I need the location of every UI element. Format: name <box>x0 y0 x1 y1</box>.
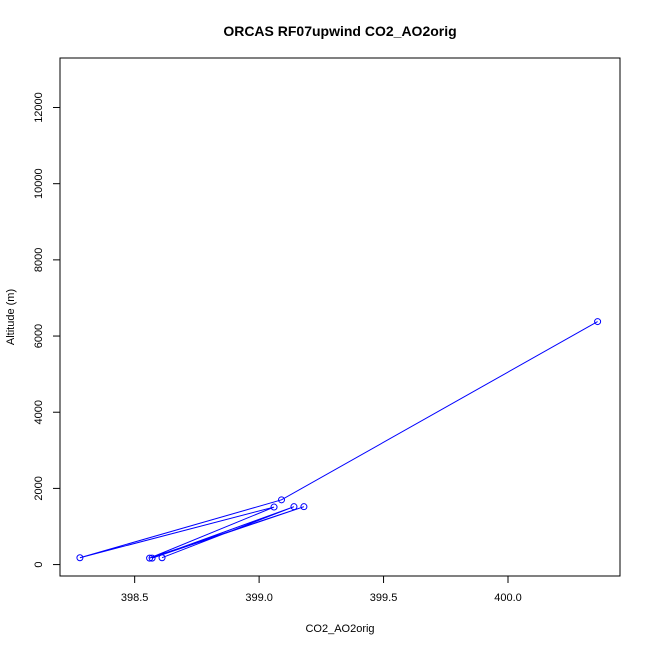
x-tick-label: 399.0 <box>245 592 273 604</box>
y-tick-label: 6000 <box>33 324 45 348</box>
data-point <box>594 318 602 326</box>
data-point <box>76 554 84 562</box>
series-line <box>79 321 598 559</box>
x-tick-label: 398.5 <box>121 592 149 604</box>
y-tick-label: 8000 <box>33 248 45 272</box>
series-layer <box>76 318 602 562</box>
data-point <box>270 503 278 511</box>
data-point <box>290 503 298 511</box>
y-tick-label: 12000 <box>33 92 45 123</box>
data-point <box>300 503 308 511</box>
data-point <box>278 496 286 504</box>
data-point <box>148 554 156 562</box>
y-tick-label: 2000 <box>33 476 45 500</box>
data-point <box>146 554 154 562</box>
y-tick-label: 0 <box>33 562 45 568</box>
x-tick-label: 400.0 <box>494 592 522 604</box>
x-axis: 398.5 399.0 399.5 400.0 <box>121 575 522 604</box>
y-tick-label: 10000 <box>33 168 45 199</box>
x-axis-label: CO2_AO2orig <box>305 623 374 635</box>
chart-title: ORCAS RF07upwind CO2_AO2orig <box>223 23 456 39</box>
y-axis-label: Altitude (m) <box>5 289 17 345</box>
x-tick-label: 399.5 <box>370 592 398 604</box>
y-axis: 0 2000 4000 6000 8000 10000 12000 <box>33 92 61 568</box>
y-tick-label: 4000 <box>33 400 45 424</box>
data-point <box>158 554 166 562</box>
